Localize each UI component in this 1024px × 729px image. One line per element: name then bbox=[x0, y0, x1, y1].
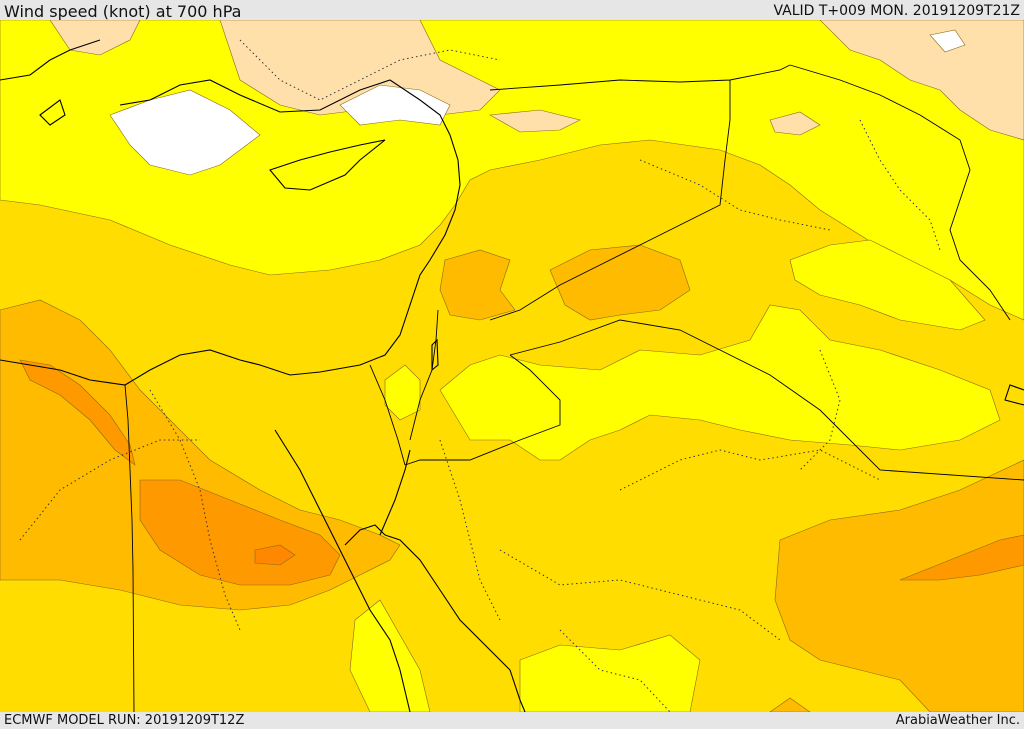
band4-gulf bbox=[899, 534, 1024, 581]
egypt-libya-border bbox=[124, 384, 135, 712]
red-sea-west-coast bbox=[274, 429, 411, 712]
band1-east bbox=[789, 239, 986, 331]
band1-redsea bbox=[349, 599, 431, 712]
band3-iraq bbox=[549, 244, 691, 321]
province-boundary-3 bbox=[499, 549, 781, 641]
footer-bar: ECMWF MODEL RUN: 20191209T12Z ArabiaWeat… bbox=[0, 712, 1024, 729]
model-run-label: ECMWF MODEL RUN: 20191209T12Z bbox=[4, 713, 245, 728]
band1-south bbox=[519, 634, 701, 712]
calm-aegean bbox=[109, 89, 261, 176]
provider-label: ArabiaWeather Inc. bbox=[895, 713, 1020, 728]
mediterranean-coast bbox=[0, 79, 461, 386]
gulf-of-aqaba bbox=[379, 449, 411, 536]
crete-island bbox=[39, 99, 66, 126]
map-title: Wind speed (knot) at 700 hPa bbox=[4, 2, 242, 21]
turkey-south-coast bbox=[0, 39, 101, 81]
persian-gulf-coast bbox=[1004, 384, 1024, 406]
band1-sinai bbox=[384, 364, 421, 421]
egypt-israel-border bbox=[369, 364, 406, 466]
band3-levant bbox=[439, 249, 516, 321]
gulf-of-suez bbox=[344, 524, 386, 546]
israel-jordan-border bbox=[409, 309, 439, 441]
header-bar: Wind speed (knot) at 700 hPa VALID T+009… bbox=[0, 0, 1024, 21]
light-west bbox=[49, 20, 141, 56]
light-east bbox=[769, 111, 821, 136]
province-boundary-4 bbox=[619, 449, 881, 491]
valid-time: VALID T+009 MON. 20191209T21Z bbox=[773, 3, 1020, 19]
jordan-saudi-border bbox=[404, 354, 561, 466]
wind-speed-map bbox=[0, 20, 1024, 712]
band4-egypt bbox=[139, 479, 341, 586]
cyprus-island bbox=[269, 139, 386, 191]
band1-center bbox=[439, 304, 1001, 461]
red-sea-east-coast bbox=[384, 534, 526, 712]
syria-iraq-border bbox=[489, 64, 791, 321]
iraq-iran-border bbox=[789, 64, 1011, 321]
iraq-saudi-border bbox=[509, 319, 1024, 481]
calm-anatolia bbox=[339, 84, 451, 126]
band5-egypt-core bbox=[254, 544, 296, 566]
province-boundary-10 bbox=[439, 439, 501, 621]
light-northeast bbox=[819, 20, 1024, 141]
light-iraq bbox=[489, 109, 581, 133]
band4-libya-ridge bbox=[19, 359, 136, 466]
calm-northeast bbox=[929, 29, 966, 53]
band3-saudi-east bbox=[774, 459, 1024, 712]
province-boundary-1 bbox=[19, 439, 200, 541]
province-boundary-5 bbox=[559, 629, 671, 712]
band3-south-tip bbox=[769, 697, 811, 712]
